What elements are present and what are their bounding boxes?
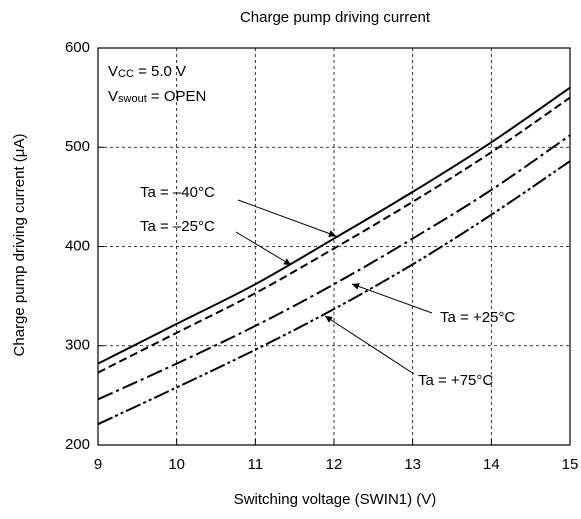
condition-note: VCC = 5.0 V	[108, 63, 186, 80]
series-label: Ta = +25°C	[440, 309, 515, 326]
x-tick-label: 13	[404, 456, 421, 473]
note-main: V	[108, 63, 118, 80]
plot-frame	[97, 47, 571, 446]
x-axis-label: Switching voltage (SWIN1) (V)	[234, 491, 437, 508]
series-label: Ta = –25°C	[140, 218, 215, 235]
x-tick-label: 14	[483, 456, 500, 473]
x-tick-label: 12	[326, 456, 343, 473]
arrow	[235, 231, 292, 266]
y-tick-label: 200	[65, 436, 90, 453]
series-line	[97, 160, 571, 426]
x-tick-label: 15	[562, 456, 579, 473]
series-label: Ta = –40°C	[140, 184, 215, 201]
y-tick-label: 500	[65, 138, 90, 155]
series-line	[97, 86, 571, 365]
y-tick-label: 600	[65, 39, 90, 56]
note-main: V	[108, 88, 118, 105]
series-line	[97, 96, 571, 374]
condition-note: Vswout = OPEN	[108, 88, 206, 105]
x-tick-label: 9	[94, 456, 102, 473]
arrow	[324, 315, 415, 375]
note-sub: swout	[118, 93, 147, 105]
y-axis-label: Charge pump driving current (μA)	[11, 134, 28, 357]
note-rest: = OPEN	[147, 88, 207, 105]
note-rest: = 5.0 V	[134, 63, 186, 80]
series-label: Ta = +75°C	[418, 372, 493, 389]
x-tick-label: 11	[248, 456, 264, 473]
x-tick-label: 10	[168, 456, 185, 473]
series-line	[97, 134, 571, 401]
y-tick-label: 300	[65, 337, 90, 354]
chart-title: Charge pump driving current	[240, 9, 431, 26]
arrow	[237, 199, 337, 237]
note-sub: CC	[118, 68, 134, 80]
y-tick-label: 400	[65, 237, 90, 254]
arrow	[351, 283, 433, 314]
